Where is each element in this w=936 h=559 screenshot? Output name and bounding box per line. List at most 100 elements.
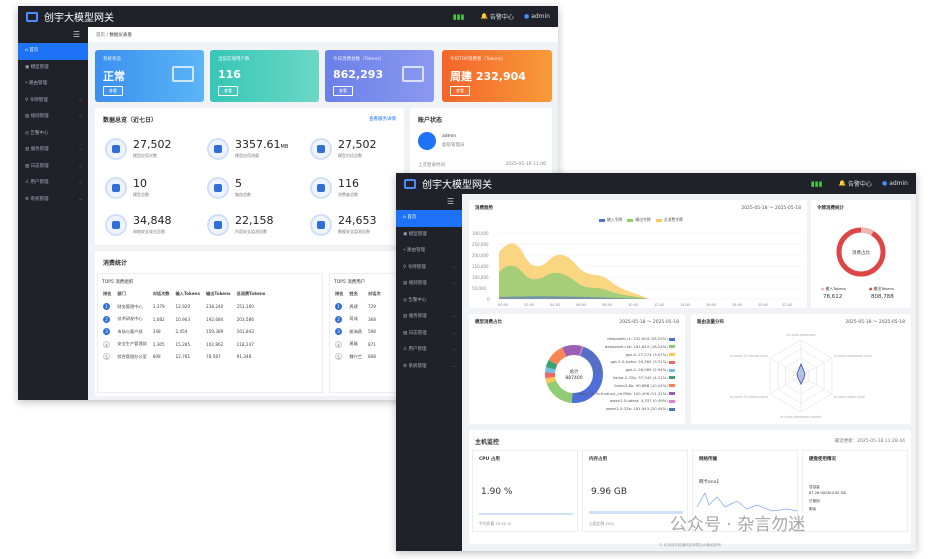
sidebar-item-models[interactable]: ▣ 模型管理 [403, 231, 427, 237]
cube-icon [402, 66, 424, 82]
overview-card: 数据总览（近七日） 查看服务详情 27,502 模型应用次数 3357.61MB 模… [95, 108, 404, 245]
sidebar: ☰ ⌂ 首页 ▣ 模型管理 ⑂ 路由管理 ⚲ 令牌管理 ⌄ ▤ 规则管理 ⌄ ◎ 告… [18, 27, 88, 400]
svg-text:总计: 总计 [570, 368, 579, 375]
sidebar-item-services[interactable]: ▥ 服务管理 ⌄ [403, 314, 456, 319]
y-tick: 50,000 [472, 286, 486, 291]
svg-text:08:00: 08:00 [602, 303, 613, 307]
sidebar-item-rules[interactable]: ▤ 规则管理 ⌄ [403, 281, 456, 286]
sidebar-item-users[interactable]: ♙ 用户管理 ⌄ [403, 347, 456, 352]
account-avatar [418, 132, 436, 150]
sidebar-item-home[interactable]: ⌂ 首页 [18, 43, 88, 60]
area-input [499, 296, 649, 299]
svg-text:04:00: 04:00 [550, 303, 561, 307]
trend-card: 消费趋势 2025-05-18 ～ 2025-05-18 输入令牌 输出令牌 总… [469, 200, 807, 308]
sidebar-item-tokens[interactable]: ⚲ 令牌管理 ⌄ [25, 97, 82, 103]
sidebar-item-logs[interactable]: ▧ 日志管理 ⌄ [25, 163, 82, 169]
stat-card-online-users: 当前在线用户数 116 查看 [210, 50, 319, 102]
stat-card-today-tokens: 今日消费总数（Tokens） 862,293 查看 [325, 50, 434, 102]
model-share-card: 模型消费占比 2025-05-18 ～ 2025-05-18 总计 887400… [469, 314, 685, 424]
svg-text:ai-route-qwen-local: ai-route-qwen-local [834, 395, 865, 399]
sidebar-item-home[interactable]: ⌂ 首页 [396, 210, 462, 227]
bell-icon[interactable]: 🔔 [480, 13, 488, 20]
breadcrumb-home[interactable]: 首页 [96, 33, 105, 38]
route-icon [207, 177, 229, 199]
app-logo-icon [404, 178, 416, 189]
table-row: 1 财务管理中心 1,379 12,920 238,240 251,160 [100, 301, 268, 314]
app-title: 创宇大模型网关 [422, 180, 492, 191]
route-radar-card: 路由流量分布 2025-05-18 ～ 2025-05-18 ai-route-… [691, 314, 911, 424]
alert-center-link[interactable]: 告警中心 [489, 14, 514, 21]
view-button[interactable]: 查看 [218, 86, 238, 96]
alert-center-link[interactable]: 告警中心 [847, 181, 872, 188]
consumer-icon [310, 177, 332, 199]
view-button[interactable]: 查看 [450, 86, 470, 96]
view-button[interactable]: 查看 [333, 86, 353, 96]
svg-text:22:00: 22:00 [782, 303, 793, 307]
user-name[interactable]: admin [531, 13, 550, 20]
breadcrumb: 首页 / 数据仪表盘 [88, 27, 558, 42]
sidebar-item-system[interactable]: ⚙ 系统管理 ⌄ [25, 196, 82, 202]
table-row: 1 周建 729 [332, 301, 384, 314]
kpi-item: 3357.61MB 模型应用流量 [207, 132, 307, 168]
pie-slice [545, 345, 603, 403]
overview-detail-link[interactable]: 查看服务详情 [369, 117, 396, 122]
dept-table-panel: TOP5 消费组织 排名 部门 对话次数 输入Tokens 输出Tokens 总消费Tok… [97, 273, 323, 393]
radar-series [796, 362, 806, 385]
table-row: 2 蒋成 368 [332, 313, 384, 326]
y-tick: 0 [487, 297, 490, 302]
app-logo-icon [26, 11, 38, 22]
table-row: 5 综合管理办公室 808 12,761 78,587 91,348 [100, 351, 268, 364]
sidebar-item-users[interactable]: ♙ 用户管理 ⌄ [25, 180, 82, 185]
stat-card-system: 系统状态 正常 查看 [95, 50, 204, 102]
menu-toggle-icon[interactable]: ☰ [446, 197, 454, 206]
footer-copyright: © 北京创宇知道科技有限公司版权所有 [658, 543, 722, 547]
host-monitor-card: 主机监控 最近更新：2025-05-18 11:28:44 CPU 占用 1.9… [469, 430, 911, 544]
user-avatar-icon[interactable]: ● [523, 13, 530, 20]
bell-icon[interactable]: 🔔 [838, 180, 846, 187]
sidebar-item-alerts[interactable]: ◎ 告警中心 [403, 297, 427, 303]
kpi-item: 5 路由总数 [207, 171, 307, 207]
user-name[interactable]: admin [889, 180, 908, 187]
shield-icon [105, 214, 127, 236]
menu-toggle-icon[interactable]: ☰ [72, 30, 80, 39]
trend-date-range[interactable]: 2025-05-18 ～ 2025-05-18 [741, 206, 801, 211]
signal-icon: ▮▮▮ [452, 12, 465, 21]
top-bar: 创宇大模型网关 ▮▮▮ 🔔 告警中心 ● admin [396, 173, 916, 194]
sidebar-item-models[interactable]: ▣ 模型管理 [25, 64, 49, 70]
sidebar-item-rules[interactable]: ▤ 规则管理 ⌄ [25, 114, 82, 119]
svg-text:10:00: 10:00 [628, 303, 639, 307]
sidebar-item-system[interactable]: ⚙ 系统管理 ⌄ [403, 363, 456, 369]
view-button[interactable]: 查看 [103, 86, 123, 96]
message-icon [310, 138, 332, 160]
sidebar-item-services[interactable]: ▥ 服务管理 ⌄ [25, 147, 82, 152]
kpi-item: 27,502 模型应用次数 [105, 132, 205, 168]
y-tick: 200,000 [472, 253, 489, 258]
sidebar-item-tokens[interactable]: ⚲ 令牌管理 ⌄ [403, 264, 456, 270]
overview-title: 数据总览（近七日） [103, 117, 158, 124]
sidebar-item-routes[interactable]: ⑂ 路由管理 [25, 81, 48, 86]
donut-center-label: 消费占比 [852, 249, 870, 256]
kpi-item: 34,848 网络安全攻击总数 [105, 208, 205, 244]
table-row: 3 姚海燕 598 [332, 326, 384, 339]
svg-text:ai-route-deepseek: ai-route-deepseek [787, 333, 816, 337]
sidebar-item-alerts[interactable]: ◎ 告警中心 [25, 130, 49, 136]
kpi-item: 27,502 模型对话总数 [310, 132, 410, 168]
table-row: 5 魏兴兰 808 [332, 351, 384, 364]
model-legend: deepseek-r1: 232,904 (26.25%) deepseek-r… [577, 336, 677, 414]
svg-text:12:00: 12:00 [654, 303, 665, 307]
network-panel: 网络传输 网卡eno1 [692, 450, 798, 532]
trend-chart: 300,000 250,000 200,000 150,000 100,000 … [472, 231, 801, 307]
dept-table: 排名 部门 对话次数 输入Tokens 输出Tokens 总消费Tokens 1 财务管理中… [100, 288, 268, 363]
stat-card-top-consumer: 今日TOP消费者（Tokens） 周建 232,904 查看 [442, 50, 552, 102]
model-icon [105, 177, 127, 199]
svg-text:20:00: 20:00 [758, 303, 769, 307]
sidebar-item-logs[interactable]: ▧ 日志管理 ⌄ [403, 330, 456, 336]
memory-panel: 内存占用 9.96 GB 占用比例 24% [582, 450, 688, 532]
token-donut-card: 令牌消费统计 消费占比 ● 输入Tokens ● 输出Tokens 78,612… [811, 200, 911, 308]
y-tick: 100,000 [472, 275, 489, 280]
data-lock-icon [310, 214, 332, 236]
sidebar-item-routes[interactable]: ⑂ 路由管理 [403, 248, 426, 253]
user-avatar-icon[interactable]: ● [881, 180, 888, 187]
pie-slice [545, 345, 603, 403]
route-radar-chart: ai-route-deepseek ai-route-deepseek-loca… [730, 333, 872, 419]
